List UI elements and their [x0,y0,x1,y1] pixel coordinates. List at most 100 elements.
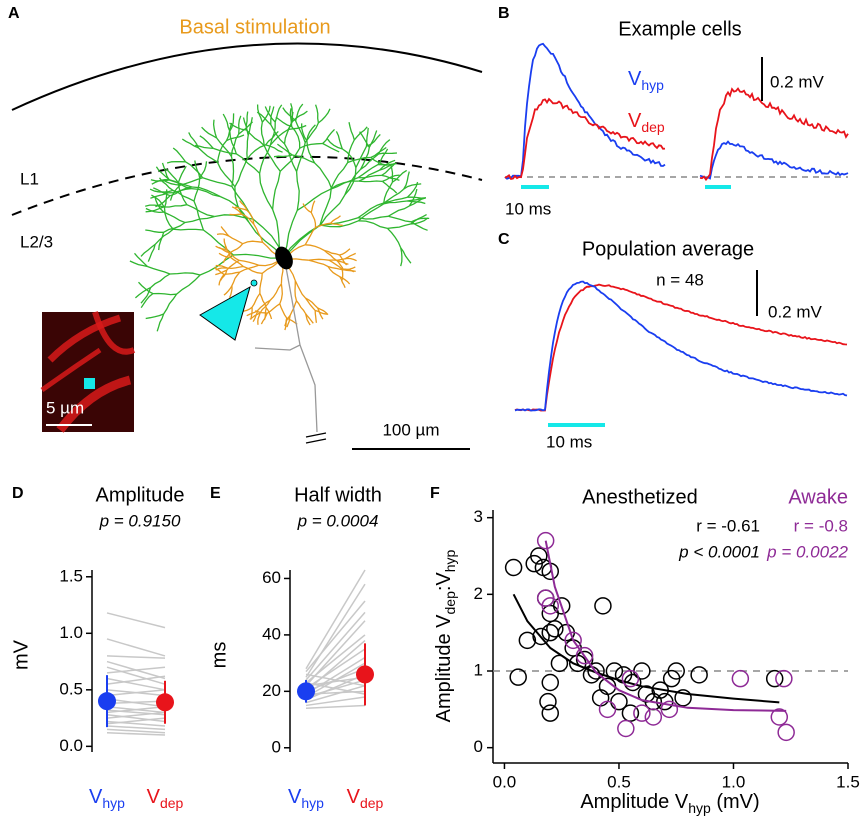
scatter-point [564,631,582,650]
dendrite [410,214,427,225]
dendrite [229,113,235,132]
dendrite [230,156,235,187]
dendrite [258,144,272,174]
x-tick-label: Vdep [147,786,184,810]
dendrite [158,232,165,251]
fit-line [512,593,780,704]
annotation: n = 48 [656,270,704,289]
text-part: V [628,110,642,132]
dendrite [245,111,249,131]
pair-line [305,583,366,678]
dendrite [336,259,349,265]
dendrite [288,124,307,131]
y-tick-label: 3 [474,507,483,526]
dendrite [163,204,188,208]
layer-border [11,155,483,216]
dendrite [310,212,317,228]
pair-line [106,717,166,725]
chart-subtitle: p = 0.0004 [297,511,379,530]
dendrite [403,171,410,190]
dendrite [339,248,351,256]
dendrite [191,187,221,198]
panel-title: Basal stimulation [179,16,330,38]
dendrite [317,307,329,316]
dendrite [314,104,320,123]
x-axis-label: Amplitude Vhyp (mV) [580,791,759,815]
dendrite [327,266,341,278]
dendrite [231,206,243,215]
dendrite [279,147,301,172]
scatter-point [644,708,663,726]
subscript: dep [360,795,384,811]
dendrite [370,146,387,159]
scatter-point [539,692,557,711]
pair-line [305,639,366,692]
pair-line [305,673,366,687]
chart-title: Half width [294,484,382,506]
dendrite [292,154,315,164]
dendrite [168,179,193,188]
pair-line [106,732,166,736]
chart-title: Amplitude [96,484,185,506]
text-part: V [89,786,103,808]
dendrite [308,259,329,268]
pair-line [106,675,166,685]
dendrite [162,179,181,186]
dendrite [270,106,275,125]
dendrite [330,222,343,227]
dendrite [193,200,205,231]
annotation: p = 0.0022 [766,542,848,561]
scatter-point [541,673,560,692]
dendrite [358,220,388,230]
x-tick-label: 0.5 [607,772,631,791]
scatter-point [536,531,555,550]
dendrite [322,128,335,144]
mean-dot [356,665,374,684]
dendrite [392,169,408,183]
dendrite [304,313,311,326]
dendrite [227,265,244,270]
scatter-point [541,597,560,615]
dendrite [186,204,215,218]
dendrite [357,203,384,222]
pair-line [106,700,166,705]
y-tick-label: 1.5 [59,566,83,585]
dendrite [145,229,164,233]
dendrite [180,177,203,186]
inset-structure [47,314,122,363]
dendrite [366,133,381,147]
dendrite [315,309,328,315]
dendrite [177,165,187,184]
scatter-point [518,631,537,650]
dendrite [145,207,164,214]
dendrite [389,163,394,183]
dendrite [284,317,288,331]
panel-label: D [12,485,24,502]
dendrite [382,174,400,182]
dendrite [216,137,232,157]
dendrite [163,207,174,230]
dendrite [306,140,316,164]
legend-entry: Vhyp [628,68,664,92]
pipette [199,285,251,341]
dendrite [335,131,343,150]
panel-title: Population average [582,238,754,260]
dendrite [264,106,276,123]
dendrite [294,280,298,301]
dendrite [330,162,349,189]
scale-label: 10 ms [505,199,551,218]
dendrite [341,268,344,282]
dendrite [357,164,379,179]
layer-label: L1 [20,169,39,188]
scale-label: 100 µm [382,420,439,439]
dendrite [215,269,228,276]
dendrite [347,139,355,163]
dendrite [229,243,244,254]
dendrite [246,209,255,225]
dendrite [410,217,429,225]
dendrite [230,133,240,157]
dendrite [150,273,171,289]
y-tick-label: 0 [474,737,483,756]
dendrite [239,200,248,211]
